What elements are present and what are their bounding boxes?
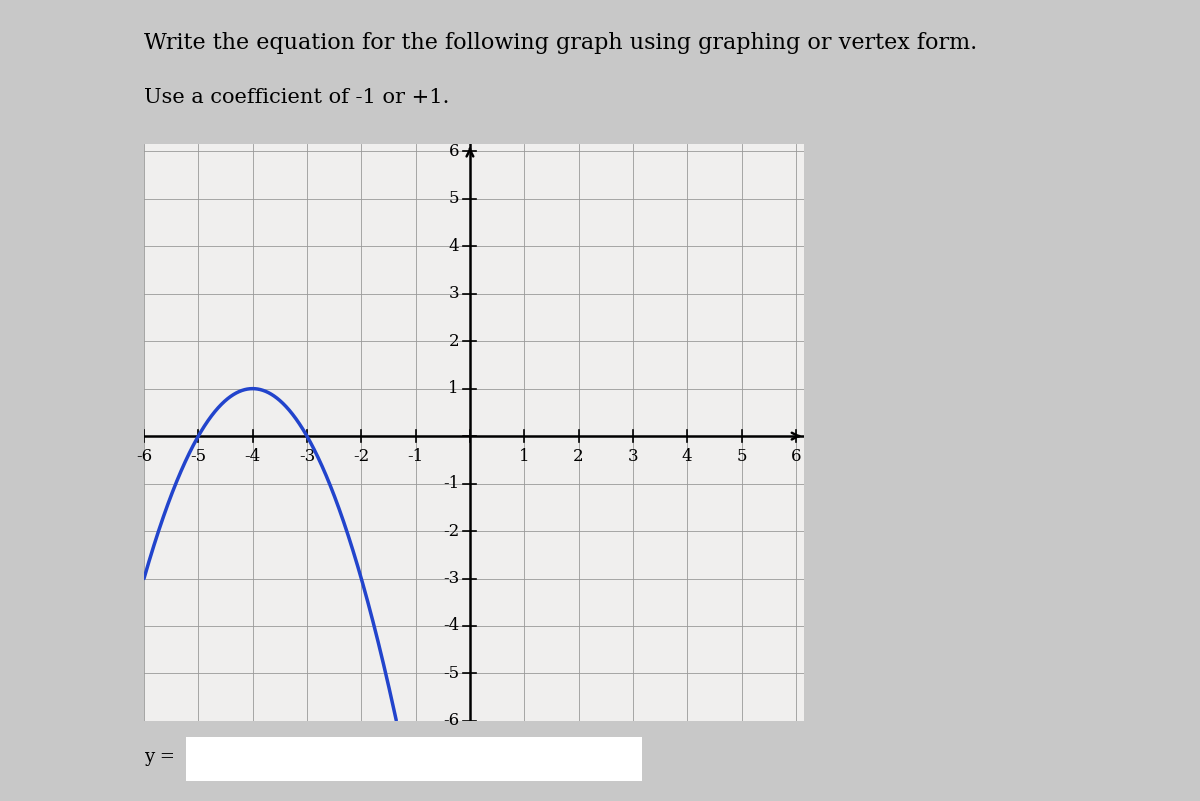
Text: -1: -1 <box>443 475 460 492</box>
Text: 6: 6 <box>791 448 802 465</box>
Text: 6: 6 <box>449 143 460 160</box>
Text: 4: 4 <box>449 238 460 255</box>
Text: -3: -3 <box>443 570 460 587</box>
Text: y =: y = <box>144 748 175 766</box>
Text: 1: 1 <box>518 448 529 465</box>
Text: Write the equation for the following graph using graphing or vertex form.: Write the equation for the following gra… <box>144 32 977 54</box>
Text: -6: -6 <box>136 448 152 465</box>
Text: -2: -2 <box>443 522 460 540</box>
Text: 4: 4 <box>682 448 692 465</box>
Text: -5: -5 <box>443 665 460 682</box>
Text: -2: -2 <box>353 448 370 465</box>
Text: -1: -1 <box>408 448 424 465</box>
Text: -3: -3 <box>299 448 316 465</box>
Text: -6: -6 <box>443 712 460 730</box>
Text: 2: 2 <box>574 448 584 465</box>
Text: Use a coefficient of -1 or +1.: Use a coefficient of -1 or +1. <box>144 88 449 107</box>
Text: 3: 3 <box>628 448 638 465</box>
Text: 2: 2 <box>449 332 460 350</box>
Text: 5: 5 <box>449 191 460 207</box>
Text: -4: -4 <box>245 448 260 465</box>
Text: -5: -5 <box>191 448 206 465</box>
Text: 5: 5 <box>737 448 746 465</box>
Text: 1: 1 <box>449 380 460 397</box>
FancyBboxPatch shape <box>163 735 665 783</box>
Text: -4: -4 <box>443 618 460 634</box>
Text: 3: 3 <box>449 285 460 302</box>
